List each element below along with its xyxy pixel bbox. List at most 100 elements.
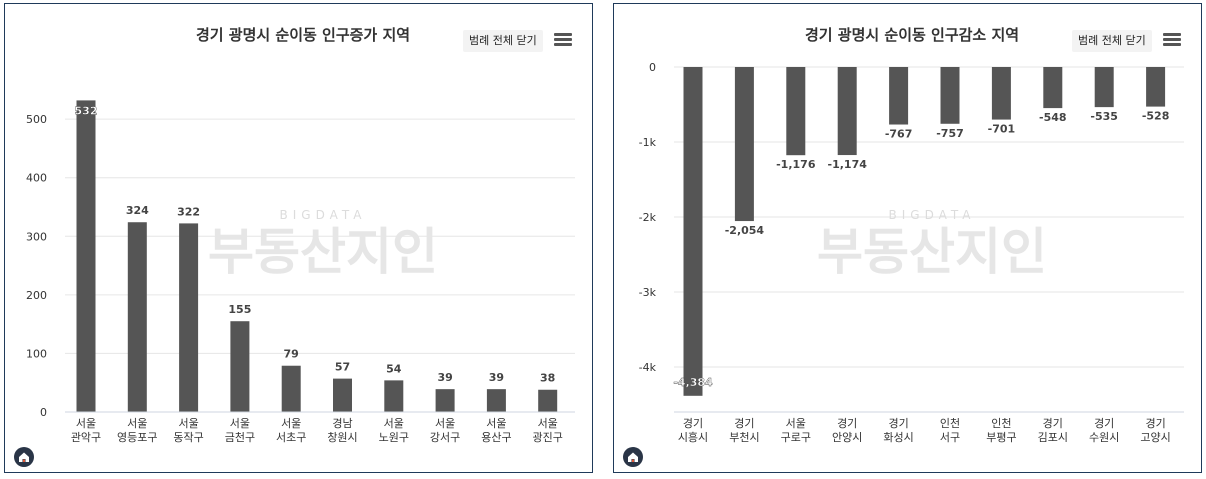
x-tick-label: 광진구 (533, 431, 563, 444)
home-logo-icon[interactable] (14, 447, 34, 467)
x-tick-label: 서초구 (276, 431, 306, 444)
bar (384, 380, 404, 412)
chart-title: 경기 광명시 순이동 인구증가 지역 (196, 26, 410, 44)
y-tick-label: 300 (26, 230, 47, 243)
bar (127, 222, 147, 412)
watermark-bigdata: BIGDATA (889, 208, 976, 222)
data-label: 39 (437, 371, 452, 384)
y-tick-label: 0 (649, 61, 656, 74)
x-tick-label: 서울 (230, 417, 250, 430)
x-tick-label: 시흥시 (678, 430, 708, 444)
x-tick-label: 부천시 (729, 430, 759, 444)
data-label: 54 (386, 362, 402, 375)
x-tick-label: 수원시 (1089, 431, 1119, 444)
x-tick-label: 창원시 (327, 431, 357, 444)
x-tick-label: 관악구 (71, 431, 101, 444)
data-label: 324 (126, 204, 149, 217)
data-label: 322 (177, 205, 200, 218)
data-label: -535 (1090, 110, 1118, 123)
hamburger-menu-icon[interactable] (554, 31, 572, 49)
x-tick-label: 인천 (991, 416, 1011, 430)
x-tick-label: 서울 (435, 417, 455, 430)
y-tick-label: 100 (26, 347, 47, 360)
x-tick-label: 서울 (76, 417, 96, 430)
bar (1094, 67, 1114, 108)
y-tick-label: 500 (26, 113, 47, 126)
x-tick-label: 경기 (1094, 417, 1114, 430)
x-tick-label: 김포시 (1038, 431, 1068, 444)
x-tick-label: 경기 (734, 417, 754, 430)
watermark-bigdata: BIGDATA (280, 208, 367, 222)
x-tick-label: 강서구 (430, 431, 460, 444)
bar (683, 67, 703, 396)
bar (1146, 67, 1166, 107)
bar (486, 389, 506, 412)
chart-title: 경기 광명시 순이동 인구감소 지역 (805, 26, 1019, 44)
x-tick-label: 고양시 (1140, 431, 1170, 444)
bar (179, 223, 199, 412)
x-tick-label: 금천구 (225, 430, 255, 444)
bar (435, 389, 455, 412)
x-tick-label: 인천 (940, 416, 960, 430)
y-tick-label: 400 (26, 172, 47, 185)
bar (837, 67, 857, 156)
bar (991, 67, 1011, 120)
data-label: -2,054 (725, 224, 765, 237)
data-label: 79 (284, 348, 299, 361)
x-tick-label: 경기 (837, 417, 857, 430)
x-tick-label: 서울 (178, 417, 198, 430)
bar (734, 67, 754, 222)
bar (1043, 67, 1063, 109)
x-tick-label: 노원구 (379, 431, 409, 444)
x-tick-label: 서울 (486, 417, 506, 430)
x-tick-label: 영등포구 (117, 431, 157, 444)
watermark-logo: 부동산지인 (817, 223, 1047, 281)
x-tick-label: 서울 (384, 417, 404, 430)
x-tick-label: 경기 (888, 417, 908, 430)
x-tick-label: 용산구 (481, 431, 511, 444)
bar (889, 67, 909, 125)
x-tick-label: 경기 (1043, 417, 1063, 430)
y-tick-label: -3k (639, 286, 657, 299)
bar (230, 321, 250, 412)
x-tick-label: 서울 (786, 417, 806, 430)
x-tick-label: 부평구 (986, 431, 1016, 444)
legend-toggle-button[interactable]: 범례 전체 닫기 (463, 30, 543, 52)
legend-toggle-button[interactable]: 범례 전체 닫기 (1072, 30, 1152, 52)
x-tick-label: 서구 (940, 431, 960, 444)
data-label: -1,174 (828, 158, 868, 171)
y-tick-label: 200 (26, 289, 47, 302)
x-tick-label: 화성시 (883, 431, 913, 444)
watermark-logo: 부동산지인 (208, 223, 438, 281)
x-tick-label: 구로구 (781, 431, 811, 444)
data-label: 532 (75, 104, 98, 117)
data-label: 155 (228, 303, 251, 316)
data-label: -548 (1039, 111, 1067, 124)
y-tick-label: -2k (639, 211, 657, 224)
data-label: 38 (540, 372, 555, 385)
bar (281, 365, 301, 412)
chart-decrease: 경기 광명시 순이동 인구감소 지역 0 -1k -2k -3k -4k BIGDATA부동… (639, 26, 1184, 444)
home-logo-icon[interactable] (623, 447, 643, 467)
data-label: -4,384 (673, 376, 713, 389)
bar (786, 67, 806, 156)
bar (76, 100, 96, 413)
data-label: -757 (936, 127, 964, 140)
y-tick-label: -4k (639, 361, 657, 374)
data-label: 39 (489, 371, 504, 384)
chart-increase: 경기 광명시 순이동 인구증가 지역 0 100 200 300 400 500 BIGDAT… (26, 26, 575, 444)
x-tick-label: 경남 (332, 417, 352, 430)
hamburger-menu-icon[interactable] (1163, 31, 1181, 49)
x-tick-label: 서울 (538, 417, 558, 430)
bar (333, 378, 352, 412)
x-tick-label: 서울 (127, 417, 147, 430)
y-tick-label: 0 (40, 406, 47, 419)
data-label: -767 (885, 128, 913, 141)
data-label: -701 (988, 123, 1016, 136)
bar (940, 67, 960, 124)
x-tick-label: 동작구 (173, 431, 203, 444)
chart-panel-decrease: 경기 광명시 순이동 인구감소 지역 0 -1k -2k -3k -4k BIGDATA 부동… (613, 3, 1202, 473)
x-tick-label: 경기 (683, 417, 703, 430)
chart-panel-increase: 경기 광명시 순이동 인구증가 지역 0 100 200 300 400 500 BIGDAT… (4, 3, 593, 473)
data-label: -1,176 (776, 158, 816, 171)
